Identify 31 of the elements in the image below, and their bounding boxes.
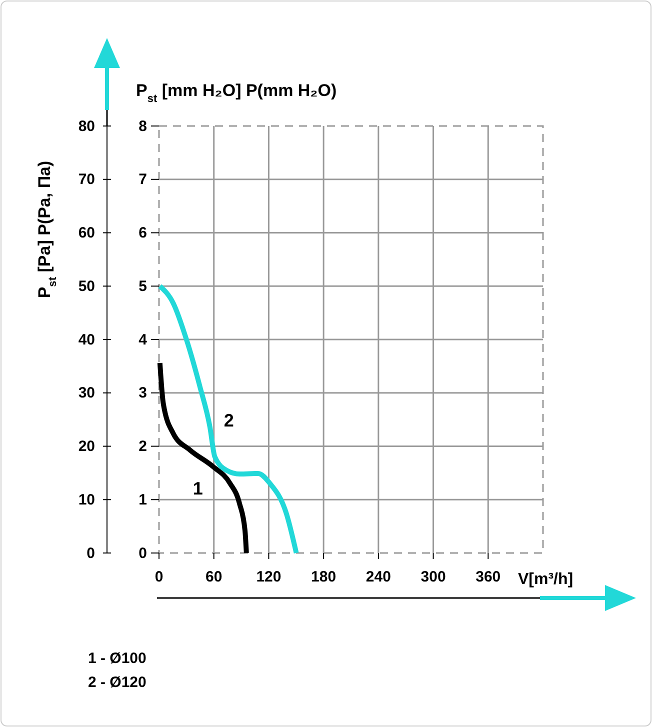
y-axis-title: P$_{st}$ [mm H₂O] P(mm H₂O) bbox=[136, 81, 337, 105]
y2-tick-label: 50 bbox=[78, 278, 95, 295]
y2-tick-label: 60 bbox=[78, 224, 95, 242]
y-tick-label: 1 bbox=[138, 491, 147, 508]
x-tick-label: 120 bbox=[256, 568, 282, 586]
text: 1 - Ø100 bbox=[88, 650, 146, 667]
y-tick-label: 7 bbox=[138, 171, 147, 188]
text: 2 - Ø120 bbox=[88, 674, 146, 691]
y-tick-label: 3 bbox=[138, 384, 147, 402]
y-tick-label: 6 bbox=[138, 224, 147, 242]
y-tick-label: 0 bbox=[138, 544, 147, 562]
y-tick-label: 5 bbox=[138, 278, 147, 295]
y2-tick-label: 40 bbox=[78, 331, 95, 348]
y-tick-label: 4 bbox=[138, 331, 148, 348]
x-tick-label: 240 bbox=[366, 568, 391, 586]
series-label: 1 bbox=[192, 478, 203, 498]
y-tick-label: 8 bbox=[138, 118, 147, 135]
x-tick-label: 60 bbox=[206, 568, 222, 586]
y2-tick-label: 10 bbox=[78, 491, 95, 508]
series-label: 2 bbox=[224, 410, 234, 430]
x-tick-label: 180 bbox=[311, 568, 336, 586]
y2-tick-label: 20 bbox=[78, 438, 95, 456]
y2-tick-label: 80 bbox=[78, 118, 95, 135]
y2-tick-label: 0 bbox=[86, 544, 95, 562]
y2-tick-label: 70 bbox=[78, 171, 95, 188]
x-axis-title: V[m³/h] bbox=[518, 571, 574, 588]
x-tick-label: 360 bbox=[476, 568, 501, 586]
x-tick-label: 0 bbox=[154, 568, 164, 586]
x-tick-label: 300 bbox=[420, 568, 446, 586]
y-tick-label: 2 bbox=[138, 438, 147, 456]
y2-tick-label: 30 bbox=[78, 384, 95, 402]
